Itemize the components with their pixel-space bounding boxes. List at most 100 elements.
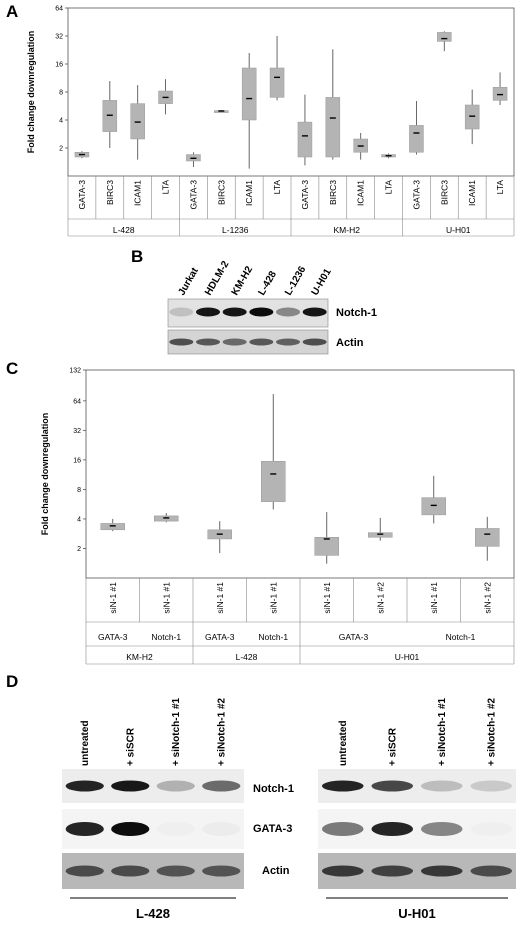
chart-c-ytick-label: 16	[73, 457, 81, 464]
chart-c-group-label: U-H01	[395, 652, 420, 662]
chart-a-category-label: GATA-3	[300, 180, 310, 210]
chart-c-subgroup-label: Notch-1	[446, 632, 476, 642]
blot-b-row-label-actin: Actin	[336, 337, 364, 349]
chart-a-box	[325, 97, 341, 158]
blot-b-actin-membrane	[167, 329, 329, 355]
chart-c-subgroup-label: Notch-1	[151, 632, 181, 642]
chart-c-category-label: siN-1 #1	[429, 582, 439, 614]
blot-d-band-actin	[111, 865, 150, 877]
blot-d-cell-label: L-428	[136, 906, 170, 921]
chart-a-plot-frame	[67, 7, 515, 177]
chart-a-group-label: L-428	[113, 225, 135, 235]
chart-c-box	[100, 523, 125, 531]
blot-b-notch1-band	[276, 307, 300, 317]
blot-d-band-notch	[321, 780, 364, 792]
blot-d-band-gata	[420, 822, 463, 836]
blot-d-lane-label: + siNotch-1 #2	[216, 697, 227, 766]
chart-c-box	[421, 497, 446, 516]
chart-c-box	[475, 528, 500, 547]
chart-a-box	[158, 90, 173, 104]
chart-a-box	[102, 100, 118, 132]
chart-a-category-label: LTA	[495, 180, 505, 195]
chart-a-box	[437, 32, 452, 42]
blot-d-row-label-actin: Actin	[262, 865, 290, 877]
chart-a-category-label: LTA	[384, 180, 394, 195]
blot-d-band-gata	[321, 822, 364, 836]
chart-a-box	[214, 110, 229, 113]
blot-d-band-notch	[420, 780, 463, 792]
chart-c-ytick-label: 132	[69, 368, 81, 375]
blot-b-actin-band	[169, 338, 194, 346]
blot-d-membrane-notch	[318, 769, 516, 803]
chart-a-box	[130, 103, 145, 140]
blot-d-band-gata	[470, 822, 512, 836]
chart-a-y-axis-label: Fold change downregulation	[26, 31, 36, 154]
blot-d-lane-label: untreated	[80, 720, 91, 766]
chart-a-box	[409, 125, 424, 153]
chart-c-category-label: siN-1 #1	[161, 582, 171, 614]
chart-a-ytick-label: 32	[55, 34, 63, 41]
chart-c-box	[207, 529, 232, 540]
blot-d-cell-label: U-H01	[398, 906, 436, 921]
blot-b-actin-band	[249, 338, 274, 346]
blot-d-band-gata	[202, 822, 240, 836]
chart-a-category-label: LTA	[161, 180, 171, 195]
chart-a-category-label: ICAM1	[356, 180, 366, 206]
blot-b-lane-label: U-H01	[310, 267, 334, 298]
blot-d-band-gata	[111, 822, 150, 836]
blot-d-row-label-notch1: Notch-1	[253, 783, 294, 795]
chart-c-group-label: L-428	[236, 652, 258, 662]
blot-d-band-notch	[111, 780, 150, 792]
chart-c-category-label: siN-1 #2	[482, 582, 492, 614]
blot-d-lane-label: + siSCR	[387, 727, 398, 766]
chart-a-ytick-label: 64	[55, 6, 63, 13]
chart-c-box	[314, 537, 339, 556]
chart-c-group-label: KM-H2	[126, 652, 153, 662]
chart-a-category-label: ICAM1	[467, 180, 477, 206]
blot-b-notch1-band	[249, 307, 274, 317]
blot-d-lane-label: + siSCR	[125, 727, 136, 766]
blot-d-band-actin	[202, 865, 241, 877]
chart-c-category-label: siN-1 #1	[268, 582, 278, 614]
blot-b-lane-label: KM-H2	[230, 264, 256, 297]
blot-b-notch1-band	[196, 307, 220, 317]
blot-d-band-actin	[470, 865, 513, 877]
chart-a-box	[353, 138, 368, 153]
blot-d-membrane-actin	[318, 853, 516, 889]
chart-a-box	[74, 152, 90, 158]
blot-d-membrane-gata	[62, 809, 244, 849]
chart-a-box	[297, 121, 313, 158]
panel-b-letter: B	[131, 247, 144, 266]
blot-b-lane-label: L-1236	[283, 264, 309, 297]
chart-a-category-label: BIRC3	[439, 180, 449, 205]
blot-d-lane-label: untreated	[338, 720, 349, 766]
chart-c-box	[368, 532, 393, 538]
blot-d-band-actin	[420, 865, 463, 877]
chart-c-category-label: siN-1 #1	[322, 582, 332, 614]
chart-a-category-label: GATA-3	[188, 180, 198, 210]
blot-d-membrane-gata	[318, 809, 516, 849]
blot-d-band-notch	[65, 780, 104, 792]
blot-d-band-actin	[321, 865, 364, 877]
chart-a-box	[492, 86, 508, 101]
blot-d-band-actin	[65, 865, 104, 877]
chart-a-box	[464, 104, 480, 130]
chart-a-box	[186, 154, 201, 162]
chart-a-ytick-label: 8	[59, 90, 63, 97]
chart-a-category-label: LTA	[272, 180, 282, 195]
blot-b-row-label-notch1: Notch-1	[336, 307, 377, 319]
chart-c-subgroup-label: Notch-1	[258, 632, 288, 642]
blot-b-actin-band	[222, 338, 247, 346]
chart-c-plot-frame	[85, 369, 515, 579]
chart-c-box	[154, 515, 179, 522]
chart-a-box	[269, 67, 285, 98]
chart-c-ytick-label: 8	[77, 487, 81, 494]
blot-d-membrane-actin	[62, 853, 244, 889]
blot-d-membrane-notch	[62, 769, 244, 803]
blot-d-band-gata	[371, 822, 414, 836]
chart-c-y-axis-label: Fold change downregulation	[40, 413, 50, 536]
chart-c-category-label: siN-1 #1	[108, 582, 118, 614]
blot-d-band-notch	[202, 780, 241, 792]
blot-d-band-notch	[371, 780, 414, 792]
